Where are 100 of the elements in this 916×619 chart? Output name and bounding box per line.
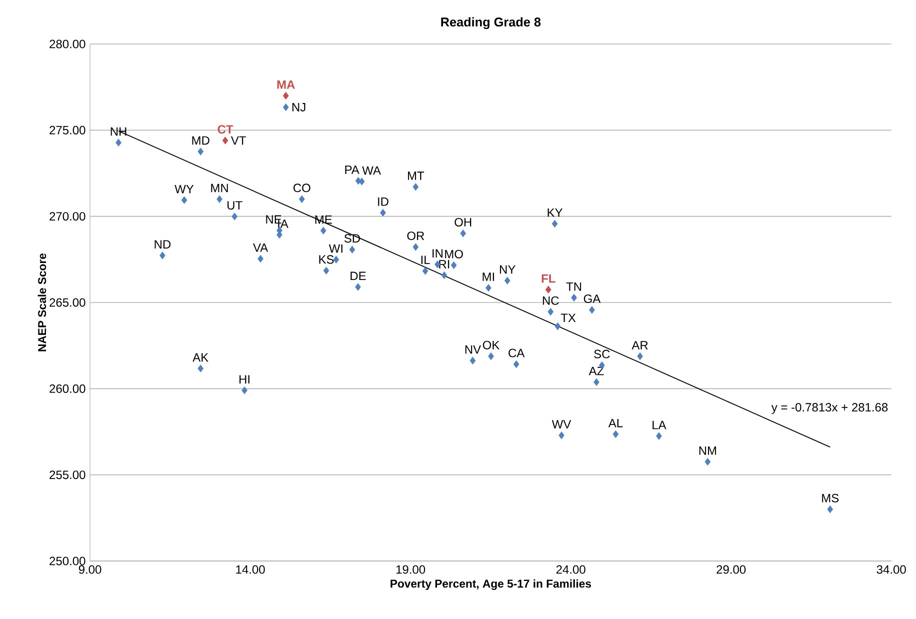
annotation: DE [350,272,366,280]
annotation: AZ [588,366,604,376]
point [513,360,520,368]
annotation: FL [542,274,556,283]
point [552,220,558,228]
point [412,243,419,251]
x-axis-title: Poverty Percent, Age 5-17 in Families [390,579,591,590]
annotation: OR [407,232,424,240]
point [612,430,619,438]
annotation: UT [227,201,242,210]
annotation: AL [608,418,623,428]
annotation: MO [445,250,463,258]
point [486,284,492,292]
y-tick-label: 275.00 [50,126,86,134]
y-tick-label: 260.00 [50,384,86,393]
annotation: SD [344,234,360,243]
annotation: MI [482,272,494,281]
annotation: WY [174,184,194,194]
annotation: TN [566,282,582,291]
annotation: VT [230,136,246,145]
annotation: NC [542,296,559,305]
point [546,286,552,294]
annotation: NV [465,345,481,354]
annotation: KY [548,208,563,217]
x-tick-label: 14.00 [236,565,265,574]
y-axis-title: NAEP Scale Score [38,253,46,352]
annotation: IN [432,249,442,258]
annotation: AK [192,353,208,362]
x-tick-label: 19.00 [396,565,426,574]
point [422,267,428,275]
point [594,378,600,386]
y-tick-label: 250.00 [50,556,86,566]
annotation: WV [552,420,572,428]
annotation: RI [439,260,450,268]
point [160,252,166,260]
annotation: KS [319,255,334,264]
chart-title: Reading Grade 8 [441,17,541,30]
annotation: WA [362,166,381,175]
y-tick-label: 270.00 [50,212,86,221]
annotation: MA [277,80,295,89]
annotation: y = -0.7813x + 281.68 [771,403,888,414]
point [488,352,494,360]
annotation: WI [328,244,342,253]
point [380,208,386,216]
point [282,104,289,111]
annotation: MT [408,172,424,180]
point [299,195,305,203]
point [349,246,356,254]
point [441,272,448,280]
point [558,432,564,440]
annotation: CA [508,348,525,358]
point [258,254,264,262]
point [656,432,662,440]
y-tick-label: 255.00 [50,470,86,480]
x-tick-label: 34.00 [876,565,906,574]
annotation: MN [211,184,228,192]
annotation: PA [345,166,360,174]
point [460,230,466,238]
point [358,178,365,186]
point [554,322,561,330]
y-tick-label: 280.00 [50,40,86,48]
annotation: CO [293,184,310,192]
point [827,506,833,514]
annotation: AR [632,341,648,350]
annotation: VA [253,244,268,252]
point [412,183,419,191]
point [470,356,476,364]
point [198,148,204,156]
annotation: OH [454,218,472,226]
x-tick-label: 24.00 [556,565,586,574]
y-tick-label: 265.00 [50,298,86,307]
annotation: IL [421,256,430,264]
annotation: GA [584,294,601,303]
point [320,226,326,234]
point [504,276,510,284]
annotation: TX [560,314,576,322]
annotation: OK [482,340,500,350]
point [637,352,643,360]
point [116,138,122,146]
point [450,262,457,270]
x-tick-label: 9.00 [78,565,102,574]
point [323,266,330,274]
point [181,196,188,204]
annotation: NH [110,127,126,136]
annotation: NJ [292,103,306,112]
annotation: NM [699,446,716,455]
point [571,294,577,302]
point [242,386,248,394]
annotation: HI [239,375,250,384]
point [589,306,595,314]
point [282,92,289,100]
annotation: NY [500,265,516,274]
annotation: MD [192,136,210,145]
annotation: ID [378,198,388,206]
point [216,195,222,203]
annotation: ND [154,240,171,249]
point [355,283,361,291]
annotation: MS [822,494,839,502]
annotation: LA [652,420,666,430]
point [232,212,238,220]
